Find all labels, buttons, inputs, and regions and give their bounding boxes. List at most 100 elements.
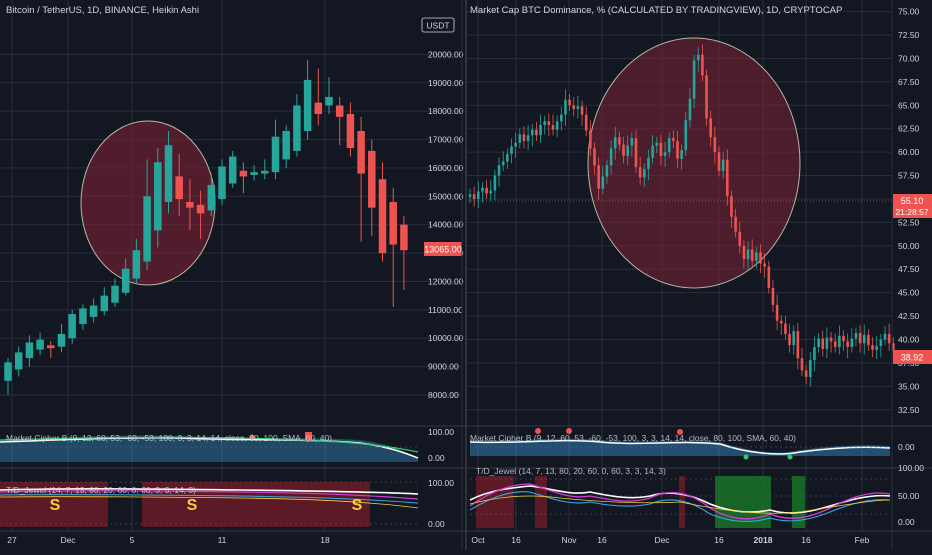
right-price-tick: 50.00 — [898, 241, 920, 251]
left-candle-body — [100, 295, 109, 312]
right-candle-body — [784, 323, 787, 334]
left-grid — [0, 0, 462, 531]
right-ind2-red-zone-1 — [476, 476, 514, 528]
right-candle-body — [638, 167, 642, 178]
left-candle-body — [335, 105, 344, 117]
right-candle-body — [858, 332, 862, 344]
right-time-tick: 2018 — [754, 535, 773, 545]
right-candle-body — [846, 341, 849, 347]
right-candle-body — [825, 337, 829, 349]
right-candle-body — [547, 121, 551, 125]
left-time-tick: 11 — [218, 535, 227, 545]
left-time-axis[interactable]: 27 Dec 5 11 18 — [7, 535, 330, 545]
left-candle-body — [400, 224, 408, 251]
currency-badge[interactable]: USDT — [426, 21, 449, 31]
right-ind1-green-dot-1 — [743, 454, 749, 460]
left-candle-body — [111, 285, 119, 303]
right-candle-body — [643, 169, 646, 178]
right-indicator2-title: T/D_Jewel (14, 7, 13, 80, 20, 60, 0, 60,… — [476, 466, 666, 476]
right-last-price-box — [893, 194, 932, 218]
left-candle-body — [175, 176, 183, 200]
left-indicator1 — [0, 432, 419, 462]
sell-signal-2: S — [187, 497, 198, 514]
right-candle-body — [755, 252, 758, 261]
left-ind1-tick-0: 0.00 — [428, 453, 445, 463]
right-candle-body — [850, 338, 854, 347]
right-candle-body — [551, 124, 555, 130]
right-candle-body — [800, 358, 804, 371]
right-candle-body — [696, 54, 700, 61]
right-indicator1-title: Market Cipher B (9, 12, 60, 53, -60, -53… — [470, 433, 796, 443]
left-ind2-cyan-line — [0, 494, 419, 504]
left-candle-body — [378, 179, 387, 254]
right-candle-body — [589, 130, 592, 149]
right-time-tick: Nov — [561, 535, 577, 545]
right-candle-body — [667, 138, 671, 153]
right-candle-body — [746, 249, 750, 259]
right-price-tick: 75.00 — [898, 7, 920, 17]
right-candle-body — [680, 150, 683, 159]
right-highlight-ellipse — [587, 37, 801, 289]
left-candle-body — [4, 362, 12, 381]
right-candle-body — [560, 114, 563, 122]
right-time-tick: 16 — [597, 535, 607, 545]
right-candle-body — [738, 231, 742, 246]
right-candle-body — [593, 148, 596, 166]
right-time-tick: 16 — [511, 535, 521, 545]
right-candle-body — [530, 129, 534, 136]
right-price-tick: 47.50 — [898, 264, 920, 274]
left-candle-body — [271, 136, 280, 173]
right-candle-body — [659, 142, 663, 156]
right-time-tick: 16 — [714, 535, 724, 545]
right-candle-body — [597, 165, 600, 189]
right-candle-body — [879, 339, 883, 347]
left-candles — [4, 60, 408, 395]
right-candle-body — [875, 346, 878, 350]
left-candle-body — [196, 204, 205, 214]
right-candle-body — [501, 161, 505, 166]
right-candle-body — [539, 124, 542, 136]
right-second-price-label: 38.92 — [901, 353, 924, 363]
left-candle-body — [228, 156, 237, 184]
right-candle-body — [634, 138, 638, 168]
right-candle-body — [605, 165, 609, 177]
sell-signal-3: S — [352, 497, 363, 514]
right-time-axis[interactable]: Oct 16 Nov 16 Dec 16 2018 16 Feb — [471, 535, 869, 545]
left-price-tick: 19000.00 — [428, 78, 464, 88]
right-candle-body — [730, 196, 733, 217]
right-candle-body — [721, 159, 725, 171]
right-price-tick: 57.50 — [898, 171, 920, 181]
right-candle-body — [684, 120, 688, 151]
right-candle-body — [576, 106, 580, 110]
right-price-tick: 67.50 — [898, 77, 920, 87]
left-candle-body — [346, 113, 355, 149]
left-price-axis[interactable]: 20000.00 19000.00 18000.00 17000.00 16000.00… — [428, 49, 464, 400]
right-candle-body — [688, 98, 692, 121]
right-candle-body — [477, 191, 480, 199]
right-candle-body — [817, 338, 820, 347]
right-candle-body — [510, 146, 513, 155]
right-candle-body — [522, 134, 526, 141]
right-candle-body — [892, 343, 895, 350]
right-candle-body — [555, 121, 559, 130]
right-ind2-magenta-line — [469, 483, 891, 520]
left-indicator1-title: Market Cipher B (9, 12, 60, 53, -60, -53… — [6, 433, 332, 443]
right-countdown-label: 21:28:57 — [895, 207, 928, 217]
right-candle-body — [887, 333, 891, 344]
left-price-tick: 8000.00 — [428, 390, 459, 400]
currency-badge-box[interactable] — [421, 17, 455, 33]
right-ind2-tick-0: 0.00 — [898, 517, 915, 527]
left-price-tick: 9000.00 — [428, 362, 459, 372]
left-candle-body — [303, 79, 312, 132]
right-ind2-green-zone-2 — [792, 476, 805, 528]
right-candle-body — [717, 152, 721, 171]
left-time-tick: 5 — [130, 535, 135, 545]
right-candle-body — [626, 145, 629, 156]
right-candle-body — [468, 194, 472, 198]
right-price-tick: 72.50 — [898, 30, 920, 40]
left-ind1-red-dot — [305, 432, 312, 442]
right-ind1-red-dot-3 — [677, 429, 683, 435]
left-price-tick: 12000.00 — [428, 276, 464, 286]
left-candle-body — [47, 345, 55, 349]
